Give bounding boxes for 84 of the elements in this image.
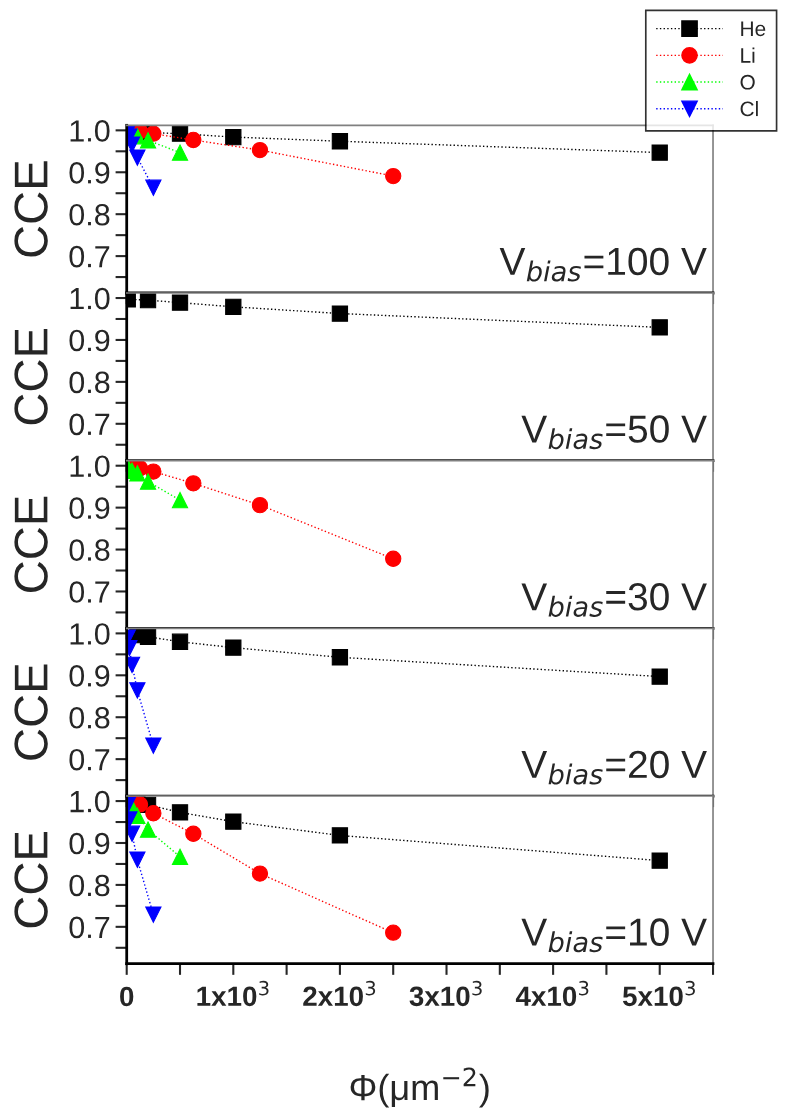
x-axis-title: Φ(μm$^{−2}$) xyxy=(350,1067,489,1108)
point xyxy=(126,656,141,673)
x-tick-label: 1x10$^{3}$ xyxy=(197,980,269,1007)
y-tick-label: 0.9 xyxy=(69,665,110,687)
x-tick-label: 5x10$^{3}$ xyxy=(622,980,695,1007)
y-axis-title: CCE xyxy=(14,329,48,425)
y-tick-label: 0.9 xyxy=(69,162,110,184)
x-tick-label: 0 xyxy=(120,986,134,1007)
y-tick-label: 0.8 xyxy=(69,203,110,226)
point xyxy=(145,805,162,822)
y-tick-label: 1.0 xyxy=(70,623,110,645)
y-tick-label: 1.0 xyxy=(70,790,110,813)
point xyxy=(129,149,146,166)
point xyxy=(225,298,242,315)
point xyxy=(171,144,189,161)
point xyxy=(145,737,162,754)
y-tick-label: 0.7 xyxy=(69,413,110,436)
point xyxy=(129,682,146,699)
y-tick-label: 0.8 xyxy=(69,539,110,561)
annotation: V$_{bias}$=30 V xyxy=(521,583,707,617)
point xyxy=(139,293,157,309)
point xyxy=(185,475,202,492)
point xyxy=(139,132,157,149)
point xyxy=(385,924,402,941)
y-axis-title: CCE xyxy=(14,664,48,760)
y-tick-label: 1.0 xyxy=(70,455,110,478)
y-axis-title: CCE xyxy=(14,832,48,928)
y-tick-label: 0.8 xyxy=(69,371,110,394)
point xyxy=(145,906,162,923)
y-tick-label: 0.7 xyxy=(69,581,110,603)
y-tick-label: 0.9 xyxy=(69,497,110,519)
y-tick-label: 0.9 xyxy=(69,329,110,352)
point xyxy=(331,827,349,844)
x-tick-label: 4x10$^{3}$ xyxy=(515,980,589,1007)
y-axis-title: CCE xyxy=(14,161,48,257)
point xyxy=(251,141,269,159)
legend-label: Li xyxy=(741,47,755,63)
y-tick-label: 1.0 xyxy=(70,120,110,142)
point xyxy=(225,813,242,830)
point xyxy=(331,649,349,666)
point xyxy=(145,179,162,196)
y-tick-label: 1.0 xyxy=(70,287,110,310)
point xyxy=(331,133,349,150)
x-tick-label: 3x10$^{3}$ xyxy=(409,980,482,1007)
y-tick-label: 0.7 xyxy=(69,916,110,939)
annotation: V$_{bias}$=10 V xyxy=(521,918,707,953)
y-tick-label: 0.8 xyxy=(69,874,110,897)
point xyxy=(171,848,189,865)
point xyxy=(145,463,162,480)
point xyxy=(139,473,157,490)
annotation: V$_{bias}$=50 V xyxy=(521,415,707,450)
point xyxy=(651,852,668,869)
point xyxy=(126,825,141,842)
y-tick-label: 0.8 xyxy=(69,706,110,729)
point xyxy=(129,851,146,868)
y-tick-label: 0.7 xyxy=(69,748,110,771)
y-axis-title: CCE xyxy=(14,496,48,592)
point xyxy=(185,131,202,149)
point xyxy=(185,825,202,842)
legend-label: O xyxy=(740,74,755,90)
legend-label: He xyxy=(741,21,766,37)
point xyxy=(225,639,242,656)
point xyxy=(385,550,402,567)
point xyxy=(385,167,402,185)
point xyxy=(139,628,157,645)
point xyxy=(225,128,242,146)
point xyxy=(139,821,157,838)
point xyxy=(171,491,189,509)
point xyxy=(331,305,349,322)
point xyxy=(129,465,146,482)
point xyxy=(651,668,668,685)
point xyxy=(251,865,269,882)
y-tick-label: 0.7 xyxy=(69,245,110,268)
point xyxy=(171,804,189,821)
point xyxy=(651,144,668,161)
y-tick-label: 0.9 xyxy=(69,832,110,855)
point xyxy=(251,496,269,514)
annotation: V$_{bias}$=100 V xyxy=(499,247,707,282)
point xyxy=(171,294,189,311)
point xyxy=(651,319,668,336)
legend-label: Cl xyxy=(740,100,758,117)
x-tick-label: 2x10$^{3}$ xyxy=(303,980,376,1007)
point xyxy=(171,633,189,650)
annotation: V$_{bias}$=20 V xyxy=(521,750,707,785)
